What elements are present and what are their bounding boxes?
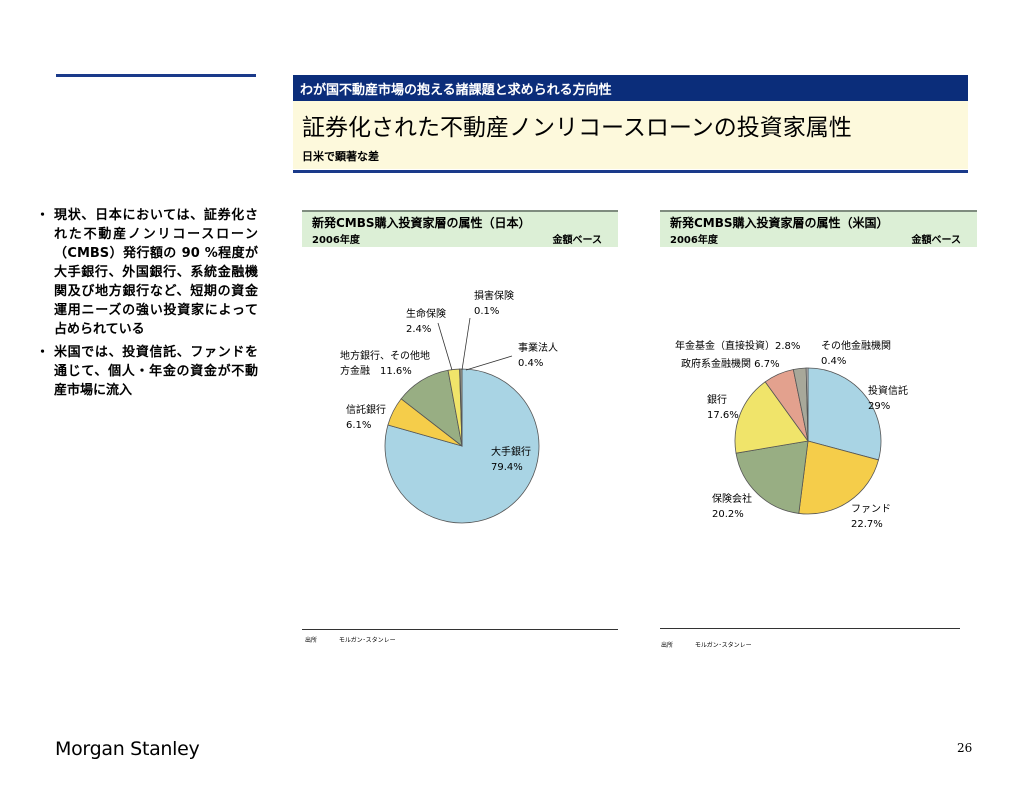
label-name: 投資信託 xyxy=(868,386,908,397)
bullet-dot: ・ xyxy=(36,345,50,360)
source-name: モルガン･スタンレー xyxy=(338,637,396,644)
chart-year-us: 2006年度 xyxy=(670,235,718,246)
label-name: ファンド xyxy=(851,504,891,515)
title-underline xyxy=(293,170,968,173)
bullet-item: ・ 米国では、投資信託、ファンドを通じて、個人・年金の資金が不動産市場に流入 xyxy=(36,343,258,400)
label-value: 20.2% xyxy=(712,509,744,520)
pie-label-banks: 銀行 17.6% xyxy=(707,393,739,423)
label-name: 年金基金（直接投資）2.8% xyxy=(675,341,801,352)
label-value: 79.4% xyxy=(491,462,523,473)
chart-panel-japan: 新発CMBS購入投資家層の属性（日本） 2006年度 金額ベース xyxy=(302,210,618,247)
label-value: 方金融 11.6% xyxy=(340,366,412,377)
label-name: 事業法人 xyxy=(518,343,558,354)
label-value: 29% xyxy=(868,401,891,412)
pie-slice-2 xyxy=(735,440,809,514)
label-name: 地方銀行、その他地 xyxy=(340,351,430,362)
pie-label-mutual-funds: 投資信託 29% xyxy=(868,384,908,414)
pie-label-trust-banks: 信託銀行 6.1% xyxy=(346,403,386,433)
chart-basis-japan: 金額ベース xyxy=(552,235,603,246)
company-logo: Morgan Stanley xyxy=(55,738,200,760)
pie-chart-us xyxy=(734,367,882,515)
label-value: 0.1% xyxy=(474,306,500,317)
page-title: 証券化された不動産ノンリコースローンの投資家属性 xyxy=(302,115,852,141)
label-name: 銀行 xyxy=(707,395,727,406)
bullet-text: 現状、日本においては、証券化された不動産ノンリコースローン（CMBS）発行額の … xyxy=(54,208,258,337)
source-rule-japan xyxy=(302,629,618,630)
label-value: 6.1% xyxy=(346,420,372,431)
label-value: 0.4% xyxy=(518,358,544,369)
page-number: 26 xyxy=(957,741,973,755)
pie-label-regional: 地方銀行、その他地 方金融 11.6% xyxy=(340,349,430,379)
label-name: 保険会社 xyxy=(712,494,752,505)
pie-slice-1 xyxy=(798,440,879,515)
pie-chart-japan xyxy=(384,368,540,524)
label-name: その他金融機関 xyxy=(821,341,891,352)
source-us: 出所 モルガン･スタンレー xyxy=(661,640,752,649)
pie-label-life: 生命保険 2.4% xyxy=(406,307,446,337)
chart-panel-us: 新発CMBS購入投資家層の属性（米国） 2006年度 金額ベース xyxy=(660,210,977,247)
pie-label-corporate: 事業法人 0.4% xyxy=(518,341,558,371)
pie-label-big-banks: 大手銀行 79.4% xyxy=(491,445,531,475)
chart-title-us: 新発CMBS購入投資家層の属性（米国） xyxy=(670,216,889,230)
source-label: 出所 xyxy=(305,637,318,644)
chart-year-japan: 2006年度 xyxy=(312,235,360,246)
pie-label-government: 政府系金融機関 6.7% xyxy=(681,357,780,372)
section-title: わが国不動産市場の抱える諸課題と求められる方向性 xyxy=(300,83,612,98)
pie-slice-0 xyxy=(384,368,540,524)
pie-slice-0 xyxy=(807,367,882,461)
source-label: 出所 xyxy=(661,642,674,649)
label-name: 信託銀行 xyxy=(346,405,386,416)
source-rule-us xyxy=(660,628,960,629)
leader-line-corporate xyxy=(465,355,513,371)
page-subtitle: 日米で顕著な差 xyxy=(302,150,379,163)
label-name: 大手銀行 xyxy=(491,447,531,458)
section-header-bar xyxy=(293,75,968,101)
label-value: 17.6% xyxy=(707,410,739,421)
pie-slice-6 xyxy=(805,367,809,442)
leader-line-life xyxy=(437,322,453,371)
leader-lines xyxy=(437,317,513,371)
label-name: 損害保険 xyxy=(474,291,514,302)
bullet-list: ・ 現状、日本においては、証券化された不動産ノンリコースローン（CMBS）発行額… xyxy=(36,206,258,404)
label-value: 2.4% xyxy=(406,324,432,335)
pie-slice-3 xyxy=(734,381,809,454)
chart-header-japan: 新発CMBS購入投資家層の属性（日本） 2006年度 金額ベース xyxy=(302,210,618,247)
bullet-dot: ・ xyxy=(36,208,50,223)
pie-label-other: その他金融機関 0.4% xyxy=(821,339,891,369)
leader-line-nonlife xyxy=(461,317,471,371)
left-header-rule xyxy=(56,74,256,77)
chart-header-us: 新発CMBS購入投資家層の属性（米国） 2006年度 金額ベース xyxy=(660,210,977,247)
title-box xyxy=(293,101,968,169)
label-name: 生命保険 xyxy=(406,309,446,320)
source-name: モルガン･スタンレー xyxy=(694,642,752,649)
source-japan: 出所 モルガン･スタンレー xyxy=(305,635,396,644)
pie-label-funds: ファンド 22.7% xyxy=(851,502,891,532)
bullet-text: 米国では、投資信託、ファンドを通じて、個人・年金の資金が不動産市場に流入 xyxy=(54,345,258,398)
chart-basis-us: 金額ベース xyxy=(911,235,962,246)
label-name: 政府系金融機関 6.7% xyxy=(681,359,780,370)
pie-label-nonlife: 損害保険 0.1% xyxy=(474,289,514,319)
chart-title-japan: 新発CMBS購入投資家層の属性（日本） xyxy=(312,216,531,230)
pie-label-insurance: 保険会社 20.2% xyxy=(712,492,752,522)
bullet-item: ・ 現状、日本においては、証券化された不動産ノンリコースローン（CMBS）発行額… xyxy=(36,206,258,339)
label-value: 22.7% xyxy=(851,519,883,530)
label-value: 0.4% xyxy=(821,356,847,367)
pie-label-pension: 年金基金（直接投資）2.8% xyxy=(675,339,800,354)
